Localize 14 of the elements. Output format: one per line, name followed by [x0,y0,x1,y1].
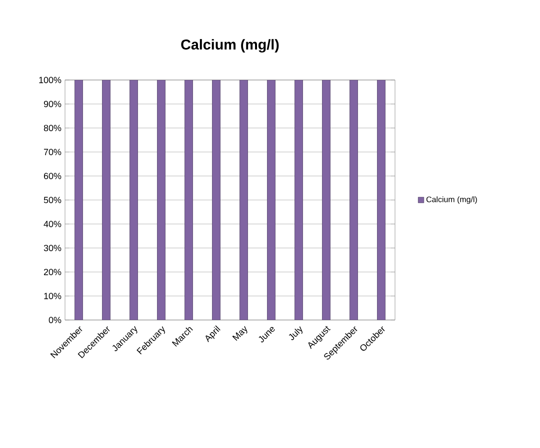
x-tick-label: July [288,326,302,340]
y-tick-label: 70% [44,148,62,156]
y-tick-label: 90% [44,100,62,108]
y-tick-label: 80% [44,124,62,132]
y-tick-label: 30% [44,244,62,252]
y-tick-label: 40% [44,220,62,228]
y-tick-label: 10% [44,292,62,300]
chart-title: Calcium (mg/l) [181,39,279,53]
y-tick-label: 60% [44,172,62,180]
y-tick-label: 100% [39,76,62,84]
y-tick-label: 20% [44,268,62,276]
y-tick-label: 0% [48,316,62,324]
y-tick-label: 50% [44,196,62,204]
x-tick-label: May [232,326,248,341]
